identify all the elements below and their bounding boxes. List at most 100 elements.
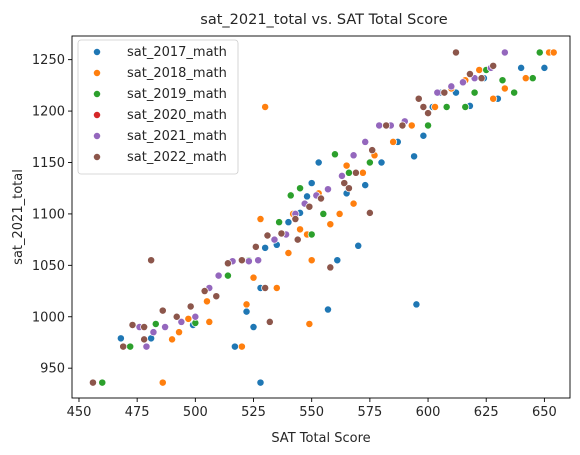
point-sat-2022-math (158, 306, 167, 315)
point-sat-2022-math (261, 284, 270, 292)
point-sat-2019-math (510, 88, 519, 97)
point-sat-2019-math (319, 209, 328, 218)
point-sat-2021-math (337, 171, 346, 180)
point-sat-2019-math (296, 184, 305, 193)
legend-label: sat_2020_math (127, 108, 227, 123)
point-sat-2018-math (158, 378, 167, 387)
point-sat-2018-math (296, 225, 305, 234)
y-tick-label: 1100 (32, 207, 65, 222)
point-sat-2022-math (398, 121, 407, 130)
point-sat-2017-math (307, 179, 316, 188)
point-sat-2022-math (440, 88, 449, 97)
point-sat-2018-math (168, 335, 177, 344)
point-sat-2019-math (528, 74, 537, 83)
point-sat-2017-math (116, 334, 125, 343)
y-axis-label: sat_2021_total (11, 169, 26, 265)
point-sat-2019-math (98, 378, 107, 387)
point-sat-2019-math (344, 168, 353, 177)
point-sat-2019-math (535, 48, 544, 57)
point-sat-2018-math (307, 256, 316, 265)
point-sat-2021-math (214, 271, 223, 280)
point-sat-2017-math (354, 241, 363, 250)
point-sat-2022-math (351, 168, 360, 177)
point-sat-2018-math (249, 273, 258, 282)
legend-box (77, 39, 239, 175)
x-tick-label: 650 (532, 405, 557, 420)
point-sat-2021-math (244, 257, 253, 266)
point-sat-2021-math (149, 328, 158, 337)
x-tick-label: 475 (125, 405, 150, 420)
point-sat-2018-math (203, 297, 211, 306)
point-sat-2022-math (277, 229, 286, 238)
point-sat-2022-math (140, 335, 149, 344)
point-sat-2022-math (212, 292, 221, 301)
point-sat-2021-math (270, 235, 279, 244)
point-sat-2018-math (349, 199, 358, 208)
point-sat-2018-math (407, 121, 416, 130)
point-sat-2022-math (291, 215, 300, 224)
point-sat-2018-math (175, 328, 183, 337)
point-sat-2022-math (186, 302, 195, 311)
point-sat-2021-math (191, 312, 200, 321)
point-sat-2018-math (342, 161, 351, 170)
point-sat-2018-math (272, 284, 281, 292)
point-sat-2022-math (172, 312, 181, 321)
point-sat-2018-math (475, 65, 484, 74)
point-sat-2022-math (305, 202, 314, 211)
point-sat-2018-math (500, 84, 509, 93)
point-sat-2019-math (286, 191, 295, 200)
point-sat-2022-math (317, 194, 325, 203)
point-sat-2022-math (465, 70, 474, 79)
legend-marker (93, 153, 101, 161)
point-sat-2021-math (177, 317, 186, 326)
point-sat-2022-math (265, 317, 274, 326)
point-sat-2019-math (275, 218, 284, 227)
point-sat-2022-math (128, 321, 137, 329)
legend-label: sat_2022_math (127, 150, 227, 165)
legend: sat_2017_math sat_2018_math sat_2019_maths… (77, 39, 239, 175)
point-sat-2017-math (333, 256, 342, 265)
legend-label: sat_2017_math (127, 45, 227, 60)
point-sat-2019-math (442, 103, 451, 111)
point-sat-2018-math (242, 300, 251, 309)
point-sat-2017-math (261, 243, 270, 252)
point-sat-2017-math (517, 63, 526, 72)
x-tick-label: 550 (299, 405, 324, 420)
point-sat-2018-math (305, 320, 314, 328)
point-sat-2022-math (382, 121, 391, 130)
legend-marker (93, 132, 101, 140)
legend-label: sat_2019_math (127, 87, 227, 102)
y-tick-label: 950 (40, 362, 65, 377)
point-sat-2022-math (368, 146, 377, 155)
point-sat-2021-math (161, 323, 170, 331)
point-sat-2022-math (344, 184, 353, 193)
point-sat-2022-math (419, 103, 428, 111)
point-sat-2022-math (452, 48, 460, 57)
point-sat-2017-math (249, 323, 258, 331)
point-sat-2022-math (223, 259, 232, 268)
point-sat-2021-math (433, 88, 442, 97)
points-layer (88, 48, 558, 387)
legend-marker (93, 69, 101, 77)
point-sat-2017-math (230, 342, 239, 351)
point-sat-2019-math (223, 271, 232, 280)
point-sat-2021-math (142, 342, 151, 351)
x-axis-label: SAT Total Score (271, 431, 370, 446)
point-sat-2018-math (205, 317, 214, 326)
y-axis-ticks: 950 1000 1050 1100 1150 1200 1250 (32, 53, 72, 377)
point-sat-2022-math (424, 109, 432, 118)
point-sat-2022-math (365, 208, 374, 217)
x-tick-label: 600 (416, 405, 441, 420)
point-sat-2018-math (358, 168, 367, 177)
point-sat-2017-math (303, 192, 311, 201)
point-sat-2018-math (261, 103, 270, 111)
point-sat-2018-math (237, 342, 246, 351)
point-sat-2018-math (284, 249, 293, 257)
x-tick-label: 525 (241, 405, 266, 420)
point-sat-2022-math (147, 256, 156, 265)
point-sat-2019-math (307, 230, 316, 239)
point-sat-2022-math (293, 235, 302, 244)
point-sat-2018-math (431, 103, 439, 111)
point-sat-2018-math (184, 314, 193, 323)
